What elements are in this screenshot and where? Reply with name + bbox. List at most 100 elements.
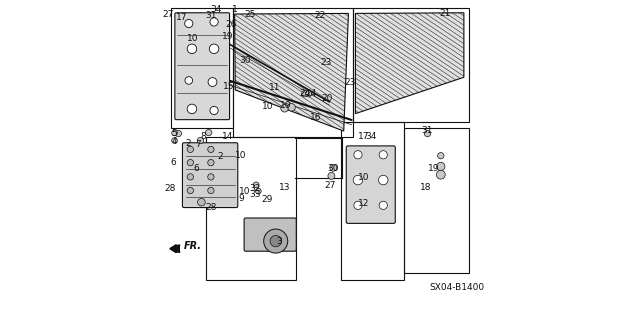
- Circle shape: [354, 201, 362, 210]
- Circle shape: [187, 104, 196, 114]
- Circle shape: [187, 187, 193, 194]
- Text: 23: 23: [344, 78, 356, 87]
- Circle shape: [185, 19, 193, 28]
- Text: 6: 6: [193, 164, 199, 173]
- Bar: [206, 137, 296, 280]
- Polygon shape: [235, 13, 348, 131]
- Text: 17: 17: [176, 13, 188, 22]
- Text: 10: 10: [235, 151, 246, 160]
- Circle shape: [328, 173, 335, 179]
- Circle shape: [253, 182, 259, 188]
- Text: 24: 24: [300, 89, 311, 98]
- Circle shape: [288, 104, 295, 111]
- Text: 6: 6: [171, 158, 177, 167]
- Text: 17: 17: [358, 132, 369, 141]
- Circle shape: [270, 235, 282, 247]
- FancyBboxPatch shape: [346, 146, 396, 223]
- Text: 23: 23: [320, 58, 332, 67]
- Text: 10: 10: [187, 34, 198, 43]
- Text: 4: 4: [171, 137, 177, 146]
- Bar: [340, 122, 404, 280]
- Circle shape: [187, 174, 193, 180]
- Circle shape: [438, 152, 444, 159]
- Text: 13: 13: [279, 183, 291, 192]
- Circle shape: [198, 198, 205, 206]
- Text: 9: 9: [239, 194, 244, 203]
- Circle shape: [208, 187, 214, 194]
- Text: 26: 26: [225, 20, 237, 29]
- Circle shape: [281, 105, 289, 112]
- Circle shape: [208, 174, 214, 180]
- Text: 8: 8: [200, 132, 206, 141]
- Circle shape: [197, 137, 204, 144]
- Bar: [353, 8, 468, 122]
- Circle shape: [172, 130, 177, 136]
- Polygon shape: [235, 13, 348, 131]
- FancyArrow shape: [170, 245, 179, 253]
- Text: 5: 5: [171, 129, 177, 138]
- Circle shape: [208, 146, 214, 152]
- Text: FR.: FR.: [184, 241, 202, 250]
- Circle shape: [210, 106, 218, 115]
- Circle shape: [301, 91, 308, 97]
- FancyBboxPatch shape: [182, 143, 238, 208]
- Circle shape: [379, 201, 387, 210]
- Circle shape: [305, 91, 312, 97]
- Circle shape: [379, 151, 387, 159]
- Circle shape: [354, 151, 362, 159]
- Text: 11: 11: [269, 83, 281, 92]
- Text: 21: 21: [439, 9, 451, 18]
- Text: 16: 16: [310, 113, 321, 122]
- Circle shape: [205, 130, 212, 136]
- FancyBboxPatch shape: [175, 13, 230, 120]
- Circle shape: [436, 170, 445, 179]
- Circle shape: [187, 146, 193, 152]
- Text: 2: 2: [186, 138, 191, 148]
- Text: 24: 24: [305, 89, 316, 98]
- Circle shape: [330, 164, 337, 171]
- Circle shape: [436, 162, 445, 171]
- Circle shape: [185, 77, 193, 84]
- Bar: [233, 8, 353, 137]
- Text: 10: 10: [239, 187, 250, 196]
- Text: 34: 34: [211, 5, 222, 14]
- Text: 19: 19: [428, 164, 440, 173]
- Text: 28: 28: [164, 184, 175, 193]
- Circle shape: [208, 78, 217, 86]
- Text: 34: 34: [365, 132, 376, 141]
- Text: 3: 3: [276, 237, 282, 246]
- Text: 20: 20: [321, 94, 333, 103]
- Text: 28: 28: [205, 203, 216, 212]
- Circle shape: [353, 175, 363, 185]
- Text: 14: 14: [222, 132, 234, 141]
- Text: 25: 25: [244, 10, 255, 19]
- Text: 15: 15: [223, 82, 234, 91]
- Text: 7: 7: [195, 140, 201, 149]
- Text: 29: 29: [261, 196, 273, 204]
- Text: 22: 22: [314, 11, 326, 20]
- FancyBboxPatch shape: [244, 218, 296, 251]
- Circle shape: [209, 44, 219, 54]
- Circle shape: [172, 138, 177, 143]
- Text: 10: 10: [262, 102, 273, 111]
- Text: 2: 2: [217, 152, 223, 161]
- Text: 10: 10: [280, 100, 292, 110]
- Circle shape: [424, 130, 431, 137]
- Text: 1: 1: [232, 5, 237, 14]
- Text: 31: 31: [421, 126, 433, 135]
- Text: SX04-B1400: SX04-B1400: [429, 283, 484, 292]
- Circle shape: [378, 175, 388, 185]
- Circle shape: [264, 229, 288, 253]
- Text: 30: 30: [239, 56, 251, 65]
- Text: 32: 32: [250, 184, 261, 193]
- Circle shape: [210, 18, 218, 26]
- Text: 18: 18: [420, 183, 432, 192]
- Text: 19: 19: [222, 32, 234, 41]
- Text: 27: 27: [162, 10, 173, 19]
- Text: 30: 30: [328, 164, 339, 173]
- Text: 10: 10: [358, 173, 369, 182]
- Text: 31: 31: [205, 11, 217, 20]
- Circle shape: [187, 44, 196, 54]
- Bar: [404, 128, 468, 273]
- Circle shape: [208, 160, 214, 166]
